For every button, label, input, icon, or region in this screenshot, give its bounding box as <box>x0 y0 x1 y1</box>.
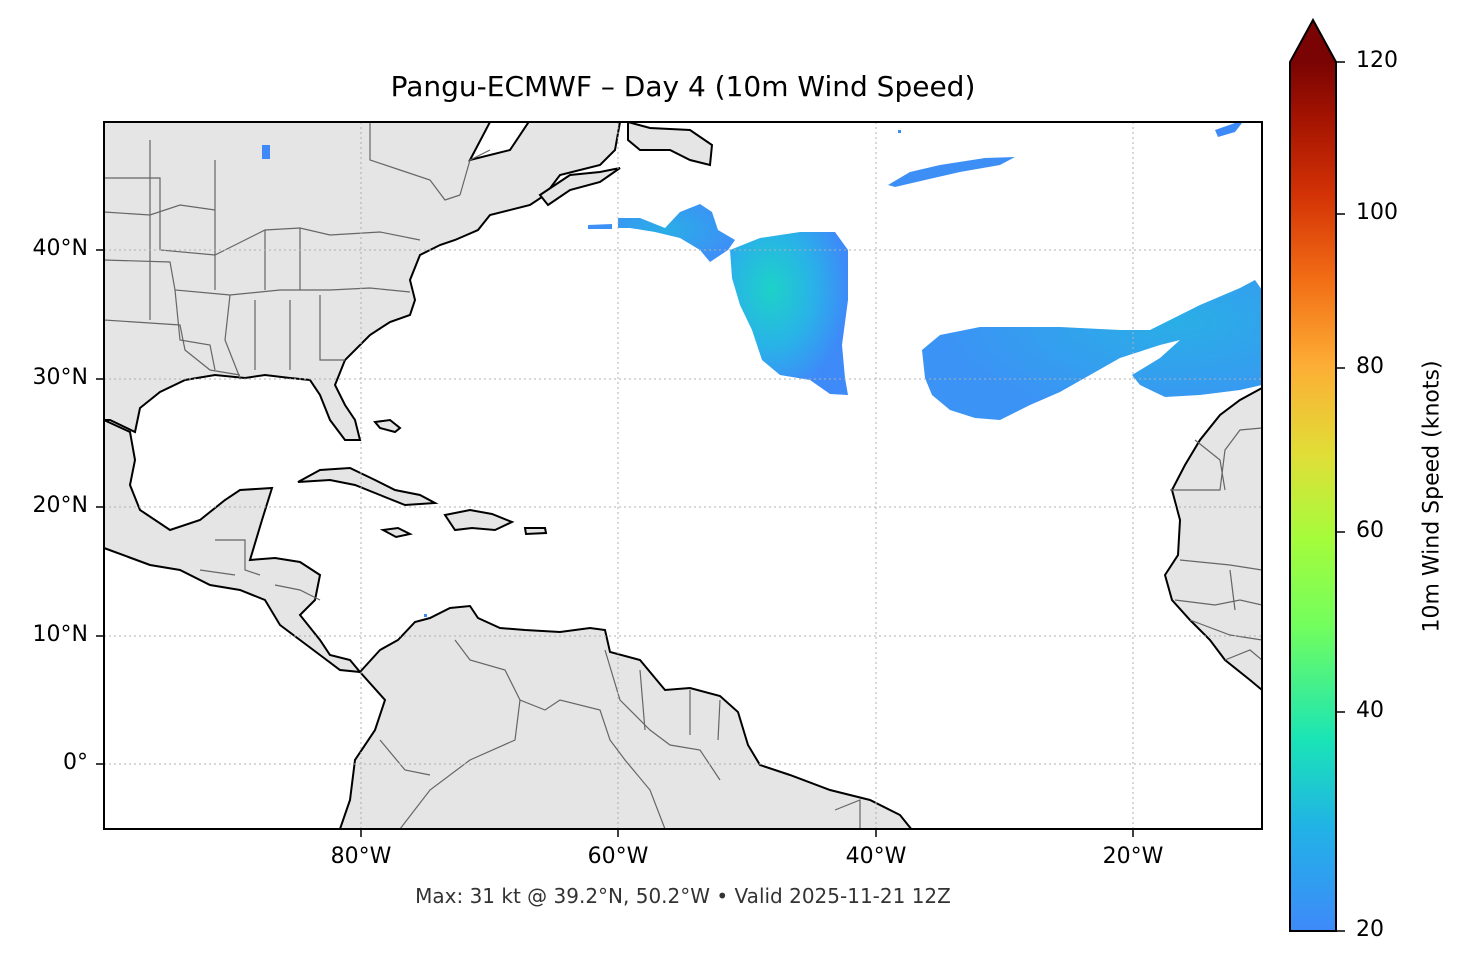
lon-tick-label: 60°W <box>587 844 649 869</box>
wind-patch-newfoundland <box>618 204 735 262</box>
colorbar-tick-label: 40 <box>1356 698 1384 723</box>
map-canvas <box>104 122 1262 829</box>
lat-tick-label: 30°N <box>32 365 88 390</box>
colorbar-extend-arrow <box>1290 20 1336 62</box>
colorbar-tick-label: 100 <box>1356 200 1398 225</box>
wind-patch-ne-corner <box>1215 123 1242 137</box>
wind-speck <box>424 614 427 617</box>
lat-tick-label: 10°N <box>32 622 88 647</box>
colorbar-tick-label: 80 <box>1356 354 1384 379</box>
bahamas-land <box>373 418 402 434</box>
mexico-central-america-land <box>104 418 363 674</box>
gridlines <box>104 122 1262 829</box>
lon-tick-label: 20°W <box>1102 844 1164 869</box>
puerto-rico-land <box>523 527 548 536</box>
map-title: Pangu-ECMWF – Day 4 (10m Wind Speed) <box>390 70 976 103</box>
colorbar-gradient <box>1290 62 1336 931</box>
wind-patch-central-max <box>730 232 848 395</box>
colorbar-tick-label: 20 <box>1356 917 1384 942</box>
colorbar-tick-label: 120 <box>1356 48 1398 73</box>
africa-land <box>1163 386 1262 692</box>
cuba-land <box>297 466 439 507</box>
wind-patch-north-streak <box>888 157 1015 187</box>
nova-scotia-land <box>538 167 621 207</box>
lon-tick-label: 40°W <box>845 844 907 869</box>
lat-tick-label: 0° <box>63 750 88 775</box>
south-america-land <box>104 604 913 829</box>
map-frame <box>103 121 1263 830</box>
wind-field <box>262 123 1262 617</box>
hispaniola-land <box>443 508 515 532</box>
wind-patch-great-lakes <box>262 145 270 159</box>
axis-ticks <box>96 249 1134 837</box>
colorbar <box>1289 17 1345 932</box>
wind-patch-east-band <box>922 280 1262 420</box>
colorbar-ticks <box>1336 61 1345 932</box>
lat-tick-label: 40°N <box>32 236 88 261</box>
map-footnote: Max: 31 kt @ 39.2°N, 50.2°W • Valid 2025… <box>415 884 951 908</box>
wind-patch-streak-west <box>588 224 612 229</box>
lat-tick-label: 20°N <box>32 493 88 518</box>
newfoundland-land <box>627 122 714 167</box>
wind-speck <box>898 130 901 133</box>
jamaica-land <box>379 526 413 539</box>
colorbar-label: 10m Wind Speed (knots) <box>1419 360 1445 633</box>
lon-tick-label: 80°W <box>330 844 392 869</box>
colorbar-tick-label: 60 <box>1356 518 1384 543</box>
borders <box>104 122 1262 829</box>
